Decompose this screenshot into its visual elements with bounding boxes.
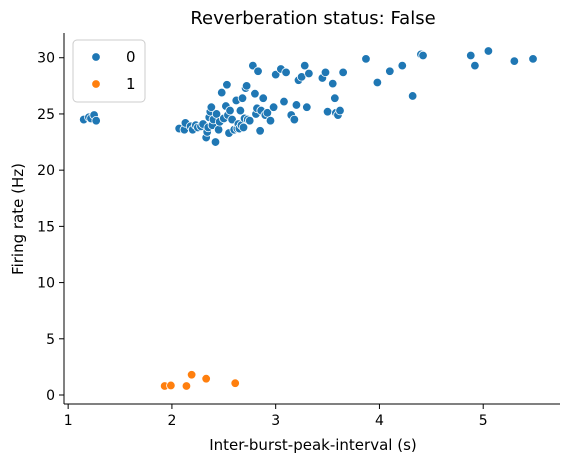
data-point-series-1 <box>181 381 192 391</box>
data-point-series-0 <box>320 67 331 78</box>
x-ticks: 1 2 3 4 5 <box>64 404 488 429</box>
data-point-series-0 <box>206 102 217 112</box>
data-point-series-0 <box>328 78 338 89</box>
y-tick-label: 15 <box>37 219 55 235</box>
data-point-series-0 <box>338 67 348 78</box>
data-point-series-0 <box>225 105 235 116</box>
data-point-series-0 <box>397 60 407 71</box>
data-point-series-0 <box>210 137 221 147</box>
x-tick-label: 3 <box>271 413 280 429</box>
y-tick-label: 10 <box>37 276 55 292</box>
data-point-series-0 <box>258 93 268 103</box>
data-point-series-0 <box>253 66 263 76</box>
chart-title: Reverberation status: False <box>190 8 435 29</box>
data-point-series-0 <box>238 122 249 133</box>
data-point-series-0 <box>372 77 383 88</box>
data-point-series-0 <box>265 115 276 126</box>
legend: 01 <box>72 39 146 103</box>
data-point-series-0 <box>418 50 428 61</box>
y-tick-label: 20 <box>37 163 55 179</box>
data-point-series-0 <box>322 106 333 117</box>
data-point-series-0 <box>227 114 237 125</box>
data-point-series-0 <box>235 105 246 116</box>
data-point-series-0 <box>483 46 494 56</box>
data-point-series-0 <box>217 87 227 98</box>
data-points <box>79 46 538 391</box>
data-point-series-0 <box>211 109 222 119</box>
y-tick-label: 0 <box>46 388 55 404</box>
data-point-series-0 <box>407 91 418 101</box>
y-tick-label: 30 <box>37 51 55 67</box>
data-point-series-0 <box>361 54 371 64</box>
data-point-series-0 <box>91 115 101 126</box>
y-tick-label: 5 <box>46 332 55 348</box>
data-point-series-0 <box>241 81 252 91</box>
data-point-series-1 <box>186 370 197 380</box>
x-tick-label: 4 <box>375 413 384 429</box>
legend-label: 0 <box>126 48 136 66</box>
data-point-series-0 <box>528 54 538 64</box>
y-tick-label: 25 <box>37 107 55 123</box>
data-point-series-0 <box>255 126 265 136</box>
data-point-series-0 <box>279 96 289 107</box>
data-point-series-0 <box>262 108 273 118</box>
data-point-series-0 <box>300 60 310 71</box>
data-point-series-0 <box>245 115 255 126</box>
y-axis-label: Firing rate (Hz) <box>9 163 27 275</box>
x-axis-label: Inter-burst-peak-interval (s) <box>209 436 416 454</box>
data-point-series-0 <box>470 60 480 71</box>
x-tick-label: 1 <box>64 413 73 429</box>
data-point-series-0 <box>385 66 395 76</box>
legend-marker <box>91 52 101 62</box>
data-point-series-0 <box>289 114 300 125</box>
data-point-series-1 <box>166 380 176 391</box>
data-point-series-0 <box>509 56 520 66</box>
legend-label: 1 <box>126 75 136 93</box>
data-point-series-0 <box>291 100 302 110</box>
data-point-series-0 <box>330 93 340 103</box>
data-point-series-0 <box>213 124 224 135</box>
data-point-series-1 <box>201 374 211 384</box>
data-point-series-0 <box>268 102 279 112</box>
data-point-series-0 <box>222 80 232 90</box>
data-point-series-0 <box>466 50 476 61</box>
data-point-series-0 <box>237 93 248 103</box>
legend-frame <box>72 39 146 103</box>
data-point-series-0 <box>302 102 312 112</box>
data-point-series-0 <box>250 89 260 99</box>
data-point-series-0 <box>304 68 314 79</box>
x-tick-label: 2 <box>167 413 176 429</box>
legend-marker <box>91 79 101 89</box>
data-point-series-0 <box>335 105 345 116</box>
y-ticks: 0 5 10 15 20 25 30 <box>37 51 64 404</box>
data-point-series-0 <box>281 67 291 78</box>
x-tick-label: 5 <box>479 413 488 429</box>
data-point-series-1 <box>230 378 240 388</box>
